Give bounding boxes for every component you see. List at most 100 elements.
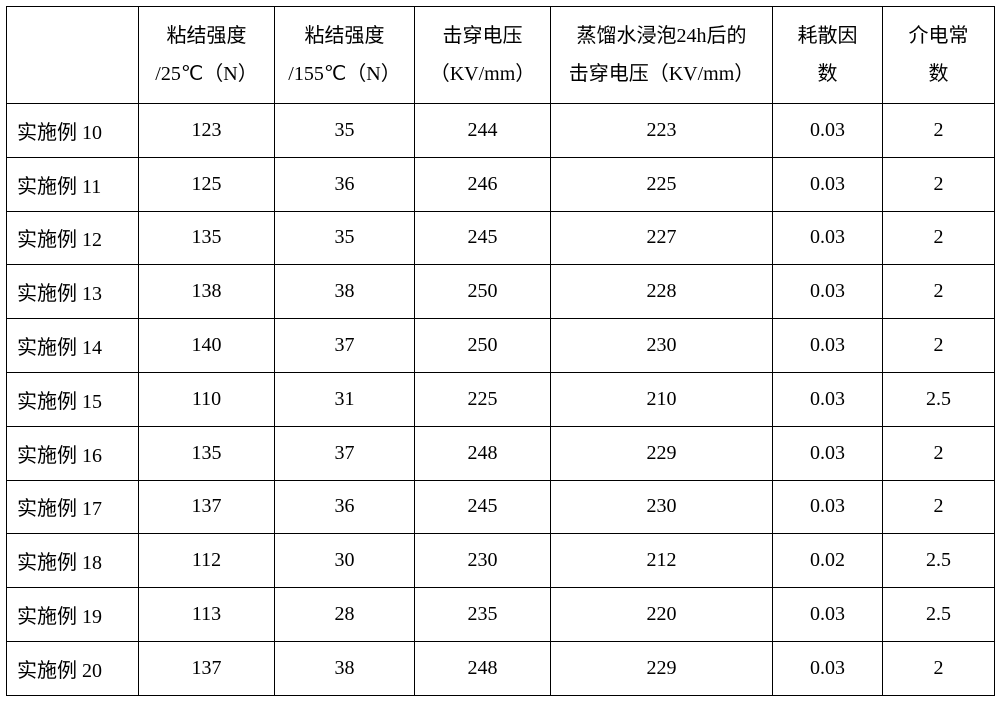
data-cell: 125	[139, 157, 275, 211]
data-cell: 0.03	[773, 426, 883, 480]
data-cell: 223	[551, 104, 773, 158]
data-cell: 35	[275, 104, 415, 158]
data-cell: 248	[415, 641, 551, 695]
data-cell: 0.02	[773, 534, 883, 588]
data-cell: 36	[275, 480, 415, 534]
data-cell: 210	[551, 372, 773, 426]
header-line2: /155℃（N）	[288, 63, 400, 85]
header-line1: 粘结强度	[167, 25, 247, 47]
data-cell: 135	[139, 426, 275, 480]
row-label: 实施例 14	[7, 319, 139, 373]
row-label: 实施例 17	[7, 480, 139, 534]
header-line1: 耗散因	[798, 25, 858, 47]
table-row: 实施例 15110312252100.032.5	[7, 372, 995, 426]
data-cell: 230	[551, 480, 773, 534]
data-cell: 2	[883, 104, 995, 158]
data-cell: 227	[551, 211, 773, 265]
table-row: 实施例 19113282352200.032.5	[7, 588, 995, 642]
data-cell: 0.03	[773, 480, 883, 534]
row-label: 实施例 12	[7, 211, 139, 265]
header-line1: 粘结强度	[305, 25, 385, 47]
data-cell: 28	[275, 588, 415, 642]
data-cell: 37	[275, 319, 415, 373]
data-cell: 137	[139, 480, 275, 534]
data-cell: 0.03	[773, 104, 883, 158]
data-cell: 2.5	[883, 534, 995, 588]
data-cell: 235	[415, 588, 551, 642]
header-soak-voltage: 蒸馏水浸泡24h后的 击穿电压（KV/mm）	[551, 7, 773, 104]
header-row: 粘结强度 /25℃（N） 粘结强度 /155℃（N） 击穿电压 （KV/mm） …	[7, 7, 995, 104]
row-label: 实施例 13	[7, 265, 139, 319]
header-dissipation: 耗散因 数	[773, 7, 883, 104]
header-line1: 介电常	[909, 25, 969, 47]
row-label: 实施例 16	[7, 426, 139, 480]
data-cell: 225	[415, 372, 551, 426]
header-dielectric: 介电常 数	[883, 7, 995, 104]
data-cell: 245	[415, 211, 551, 265]
data-cell: 123	[139, 104, 275, 158]
data-cell: 35	[275, 211, 415, 265]
data-cell: 220	[551, 588, 773, 642]
table-row: 实施例 10123352442230.032	[7, 104, 995, 158]
table-row: 实施例 11125362462250.032	[7, 157, 995, 211]
header-line2: （KV/mm）	[430, 63, 536, 85]
data-cell: 30	[275, 534, 415, 588]
data-cell: 2	[883, 480, 995, 534]
data-cell: 38	[275, 265, 415, 319]
header-line2: 击穿电压（KV/mm）	[569, 63, 755, 85]
data-cell: 212	[551, 534, 773, 588]
data-cell: 0.03	[773, 265, 883, 319]
data-cell: 112	[139, 534, 275, 588]
header-line1: 蒸馏水浸泡24h后的	[577, 25, 747, 47]
header-line2: 数	[818, 63, 838, 85]
data-cell: 0.03	[773, 319, 883, 373]
data-cell: 248	[415, 426, 551, 480]
data-cell: 2	[883, 211, 995, 265]
data-cell: 2.5	[883, 372, 995, 426]
data-cell: 2	[883, 426, 995, 480]
data-cell: 0.03	[773, 211, 883, 265]
header-blank	[7, 7, 139, 104]
row-label: 实施例 10	[7, 104, 139, 158]
data-cell: 244	[415, 104, 551, 158]
header-line2: 数	[929, 63, 949, 85]
data-cell: 2	[883, 157, 995, 211]
data-cell: 225	[551, 157, 773, 211]
data-cell: 2	[883, 641, 995, 695]
table-header: 粘结强度 /25℃（N） 粘结强度 /155℃（N） 击穿电压 （KV/mm） …	[7, 7, 995, 104]
data-cell: 229	[551, 426, 773, 480]
data-cell: 36	[275, 157, 415, 211]
data-cell: 245	[415, 480, 551, 534]
table-row: 实施例 12135352452270.032	[7, 211, 995, 265]
table-row: 实施例 18112302302120.022.5	[7, 534, 995, 588]
table-row: 实施例 14140372502300.032	[7, 319, 995, 373]
data-cell: 37	[275, 426, 415, 480]
data-cell: 140	[139, 319, 275, 373]
data-cell: 0.03	[773, 372, 883, 426]
data-cell: 138	[139, 265, 275, 319]
data-cell: 229	[551, 641, 773, 695]
row-label: 实施例 18	[7, 534, 139, 588]
header-bond-25: 粘结强度 /25℃（N）	[139, 7, 275, 104]
data-cell: 0.03	[773, 641, 883, 695]
data-cell: 0.03	[773, 157, 883, 211]
header-bond-155: 粘结强度 /155℃（N）	[275, 7, 415, 104]
data-cell: 0.03	[773, 588, 883, 642]
data-cell: 246	[415, 157, 551, 211]
data-cell: 113	[139, 588, 275, 642]
table-row: 实施例 17137362452300.032	[7, 480, 995, 534]
row-label: 实施例 15	[7, 372, 139, 426]
data-cell: 2.5	[883, 588, 995, 642]
data-cell: 38	[275, 641, 415, 695]
table-body: 实施例 10123352442230.032实施例 11125362462250…	[7, 104, 995, 696]
data-cell: 230	[551, 319, 773, 373]
header-line2: /25℃（N）	[155, 63, 257, 85]
header-breakdown-voltage: 击穿电压 （KV/mm）	[415, 7, 551, 104]
data-table: 粘结强度 /25℃（N） 粘结强度 /155℃（N） 击穿电压 （KV/mm） …	[6, 6, 995, 696]
data-cell: 250	[415, 319, 551, 373]
data-cell: 135	[139, 211, 275, 265]
row-label: 实施例 20	[7, 641, 139, 695]
data-cell: 2	[883, 265, 995, 319]
data-cell: 110	[139, 372, 275, 426]
table-row: 实施例 20137382482290.032	[7, 641, 995, 695]
